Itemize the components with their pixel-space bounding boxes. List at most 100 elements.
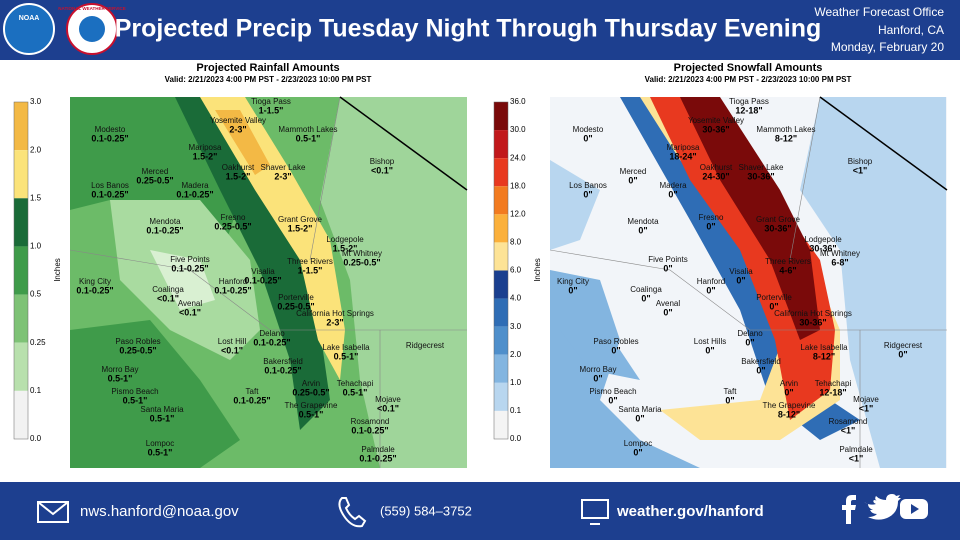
place-amount: 0.25-0.5" [277,301,314,311]
place-name: Yosemite Valley [210,116,266,125]
place-amount: 8-12" [813,351,835,361]
place-amount: 0" [784,387,793,397]
place-amount: 0" [641,293,650,303]
colorbar-label: 30.0 [510,125,526,134]
colorbar-label: 2.0 [510,350,522,359]
place-amount: <1" [853,165,868,175]
place-amount: 8-12" [775,133,797,143]
email: nws.hanford@noaa.gov [80,503,239,520]
location: Hanford, CA [878,23,944,37]
place-amount: <0.1" [179,307,201,317]
colorbar-band [494,242,508,271]
place-amount: 0" [898,349,907,359]
precip-area [320,97,467,468]
place-amount: 0" [663,307,672,317]
place-amount: <1" [849,453,864,463]
place-name: Madera [181,181,209,190]
office: Weather Forecast Office [814,5,944,19]
place-amount: <1" [841,425,856,435]
colorbar-label: 0.25 [30,338,46,347]
place-name: Lost Hills [694,337,726,346]
colorbar-label: 2.0 [30,145,42,154]
place-amount: 18-24" [669,151,696,161]
place-name: Yosemite Valley [688,116,744,125]
colorbar-band [494,158,508,187]
footer-bar [0,482,960,540]
place-amount: 30-36" [747,171,774,181]
colorbar-label: 4.0 [510,294,522,303]
place-amount: 0.1-0.25" [253,337,290,347]
place-name: Lompoc [146,439,174,448]
place-name: California Hot Springs [774,309,852,318]
title: Projected Precip Tuesday Night Through T… [115,15,822,43]
place-amount: 0" [593,373,602,383]
colorbar-label: 0.0 [510,434,522,443]
place-amount: 0" [608,395,617,405]
precip-area [215,110,270,175]
place-name: Paso Robles [115,337,160,346]
place-amount: 0.5-1" [108,373,133,383]
nws-logo-center [79,16,105,42]
colorbar-label: 0.1 [30,386,42,395]
place-name: Rosamond [351,417,390,426]
colorbar-band [494,354,508,383]
place-amount: 30-36" [799,317,826,327]
place-name: King City [79,277,111,286]
place-amount: 0" [583,189,592,199]
place-amount: 0" [628,175,637,185]
place-name: Three Rivers [287,257,333,266]
place-amount: 0" [611,345,620,355]
place-amount: 0" [769,301,778,311]
phone: (559) 584–3752 [380,503,472,518]
place-amount: 0.1-0.25" [264,365,301,375]
place-name: Pismo Beach [589,387,636,396]
facebook-icon [842,495,856,524]
place-amount: 1.5-2" [226,171,251,181]
place-name: Shaver Lake [261,163,306,172]
colorbar-label: 24.0 [510,153,526,162]
colorbar-band [494,410,508,439]
place-name: Lake Isabella [800,343,848,352]
place-amount: <1" [859,403,874,413]
place-amount: 0.25-0.5" [214,221,251,231]
place-amount: <0.1" [377,403,399,413]
colorbar-band [494,130,508,159]
colorbar-band [14,246,28,295]
place-name: Arvin [302,379,320,388]
place-name: Mojave [853,395,879,404]
place-amount: 0.1-0.25" [91,133,128,143]
colorbar-band [14,150,28,199]
place-name: Mendota [627,217,659,226]
place-amount: 24-30" [702,171,729,181]
place-name: Mendota [149,217,181,226]
colorbar-label: 12.0 [510,209,526,218]
precip-area [650,97,835,420]
place-name: Morro Bay [102,365,139,374]
place-amount: <0.1" [157,293,179,303]
place-amount: 0" [568,285,577,295]
youtube-play [911,504,919,514]
place-name: Taft [246,387,260,396]
precip-area [70,320,240,468]
place-name: Lake Isabella [322,343,370,352]
place-amount: 0.1-0.25" [146,225,183,235]
place-amount: 30-36" [702,124,729,134]
footer-icons [37,497,609,528]
place-amount: 2-3" [326,317,343,327]
panel-valid: Valid: 2/21/2023 4:00 PM PST - 2/23/2023… [645,75,852,84]
place-amount: 0.5-1" [334,351,359,361]
place-name: Modesto [95,125,126,134]
colorbar-band [14,294,28,343]
place-amount: 0.1-0.25" [171,263,208,273]
place-name: Tehachapi [337,379,374,388]
place-name: Three Rivers [765,257,811,266]
place-name: Ridgecrest [406,341,445,350]
colorbar-label: 36.0 [510,97,526,106]
colorbar-band [494,382,508,411]
place-amount: 2-3" [274,171,291,181]
colorbar-label: 3.0 [30,97,42,106]
place-amount: 0" [705,345,714,355]
place-amount: 12-18" [819,387,846,397]
colorbar-band [494,186,508,215]
